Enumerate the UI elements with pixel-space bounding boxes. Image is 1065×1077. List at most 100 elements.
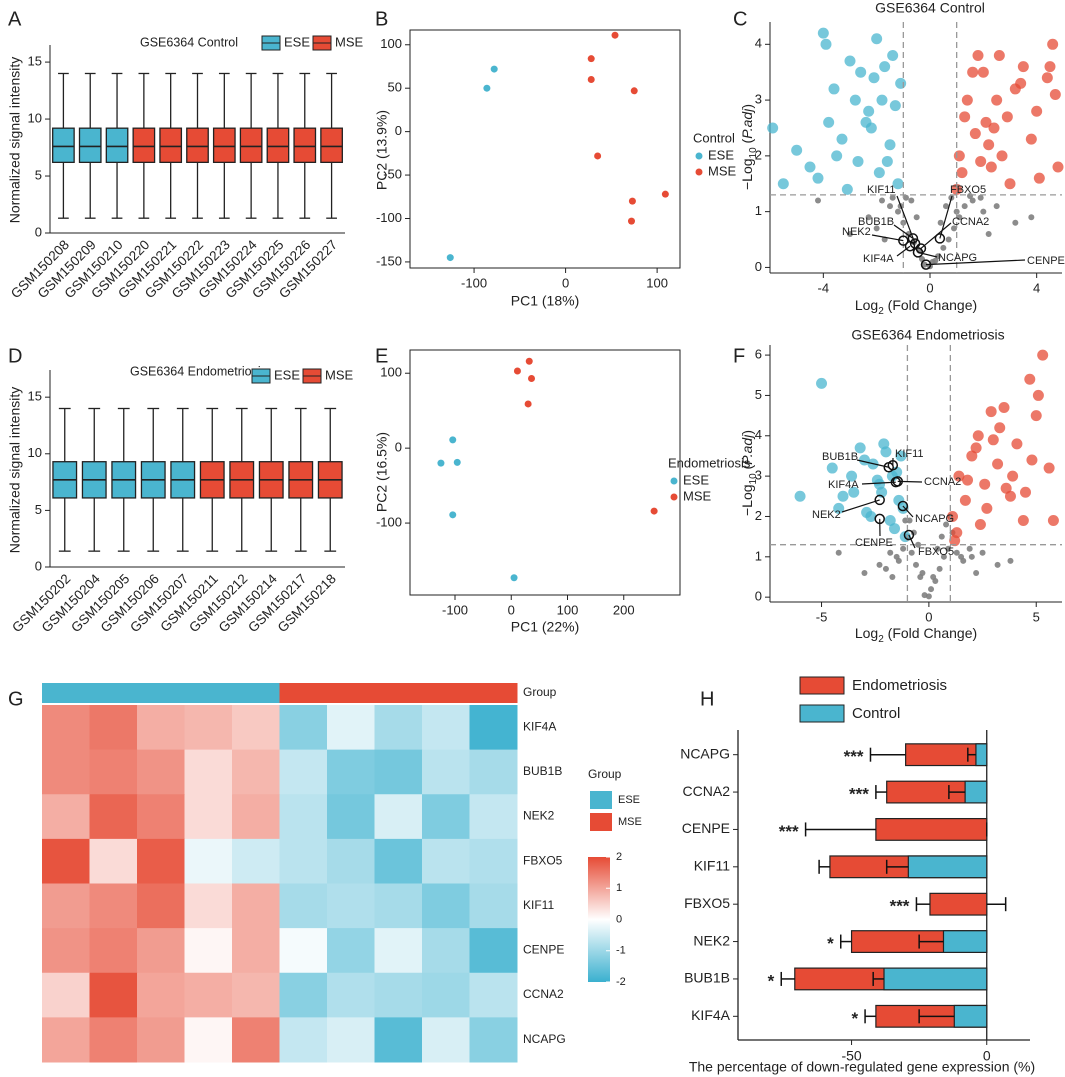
- point: [1004, 490, 1016, 502]
- point: [897, 502, 909, 514]
- point: [871, 474, 883, 486]
- y-tick-label: KIF11: [694, 858, 731, 874]
- highlight-point: [898, 235, 909, 246]
- y-tick-label: 15: [28, 54, 42, 69]
- gene-label: FBXO5: [918, 546, 954, 558]
- point: [826, 462, 838, 474]
- point: [967, 66, 979, 78]
- y-tick-label: 5: [35, 502, 42, 517]
- gene-label: BUB1B: [822, 451, 858, 463]
- x-tick-label: -100: [442, 602, 468, 617]
- y-tick-label: 100: [380, 365, 402, 380]
- point: [953, 470, 965, 482]
- legend-key: [670, 477, 678, 485]
- label-line: [861, 481, 896, 485]
- colorbar-label: -2: [616, 976, 626, 988]
- point: [977, 194, 984, 201]
- point: [930, 573, 937, 580]
- row-label: KIF4A: [523, 719, 556, 733]
- x-tick-label: 0: [926, 280, 933, 295]
- legend-key: [695, 152, 703, 160]
- point: [1017, 61, 1029, 73]
- highlight-point: [897, 500, 909, 512]
- panel-letter: G: [8, 688, 24, 710]
- heat-cell: [89, 1017, 138, 1063]
- x-tick-label: 0: [508, 602, 515, 617]
- point: [791, 144, 803, 156]
- heat-cell: [184, 928, 233, 974]
- point: [974, 519, 986, 531]
- legend-key: [799, 676, 845, 695]
- group-label: Group: [523, 685, 557, 699]
- point: [953, 208, 960, 215]
- y-tick-label: KIF4A: [691, 1007, 731, 1023]
- heat-cell: [327, 972, 375, 1018]
- box: [320, 127, 343, 164]
- label-line: [925, 259, 1026, 266]
- heat-cell: [469, 838, 518, 884]
- heat-cell: [469, 972, 518, 1018]
- panel-letter: E: [375, 345, 388, 367]
- point: [889, 573, 896, 580]
- heat-cell: [327, 794, 375, 840]
- point: [908, 197, 915, 204]
- point: [650, 507, 658, 515]
- x-tick-label: 5: [1033, 609, 1040, 624]
- point: [908, 549, 915, 556]
- y-tick-label: -100: [376, 210, 402, 225]
- y-tick-label: NEK2: [693, 932, 730, 948]
- heat-cell: [279, 1017, 328, 1063]
- point: [449, 436, 457, 444]
- point: [873, 167, 885, 179]
- legend-title: Control: [693, 130, 735, 145]
- gene-label: FBXO5: [950, 184, 986, 196]
- point: [879, 197, 885, 204]
- label-part: 10: [748, 147, 759, 159]
- label-part: 10: [748, 473, 759, 485]
- point: [861, 569, 868, 576]
- point: [973, 569, 980, 576]
- gene-label: CCNA2: [952, 216, 989, 228]
- point: [1028, 214, 1035, 221]
- row-label: BUB1B: [523, 764, 562, 778]
- box: [266, 127, 290, 164]
- highlight-point: [874, 494, 885, 506]
- point: [992, 458, 1004, 470]
- point: [991, 94, 1003, 106]
- y-axis-label: PC2 (16.5%): [374, 432, 390, 512]
- label-part: Log: [855, 625, 878, 641]
- heat-cell: [89, 883, 138, 929]
- x-tick-label: -100: [461, 275, 487, 290]
- point: [1041, 72, 1053, 84]
- point: [878, 438, 890, 450]
- point: [871, 33, 883, 45]
- point: [959, 494, 971, 506]
- heat-cell: [469, 1017, 518, 1063]
- bar: [953, 1004, 988, 1028]
- point: [1001, 111, 1013, 123]
- point: [949, 535, 961, 547]
- group-cell: [422, 683, 470, 703]
- legend-key: [799, 704, 845, 723]
- heat-cell: [374, 705, 423, 751]
- significance: *: [827, 934, 834, 953]
- point: [903, 194, 909, 201]
- significance: ***: [890, 897, 910, 916]
- group-cell: [137, 683, 185, 703]
- point: [524, 400, 532, 408]
- legend-key: [590, 813, 612, 831]
- heat-cell: [42, 838, 90, 884]
- point: [961, 203, 968, 210]
- point: [979, 549, 986, 556]
- point: [959, 111, 971, 123]
- x-axis-label: Log2 (Fold Change): [855, 625, 977, 645]
- point: [1031, 105, 1043, 117]
- group-cell: [279, 683, 328, 703]
- point: [895, 77, 907, 89]
- label-line: [920, 222, 952, 249]
- heat-cell: [232, 883, 280, 929]
- panel-letter: B: [375, 8, 388, 30]
- point: [823, 116, 835, 128]
- point: [1004, 178, 1016, 190]
- legend-key: [695, 168, 703, 176]
